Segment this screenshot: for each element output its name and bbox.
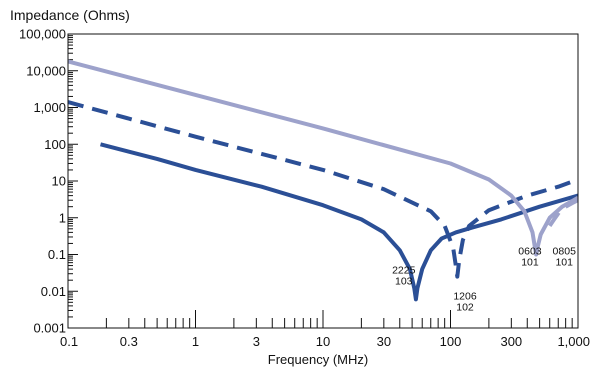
annotation-label: 0603: [518, 246, 542, 258]
annotation-label: 2225: [392, 265, 416, 277]
y-tick-label: 0.1: [48, 247, 66, 262]
x-tick-label: 30: [377, 334, 391, 349]
series-line-0: [100, 142, 578, 302]
plot-frame: [67, 33, 579, 329]
x-tick-label: 1,000: [557, 334, 590, 349]
x-tick-label: 3: [253, 334, 260, 349]
x-tick-label: 300: [500, 334, 522, 349]
x-tick-label: 1: [192, 334, 199, 349]
y-tick-label: 100,000: [19, 27, 66, 42]
x-axis-label: Frequency (MHz): [268, 352, 368, 367]
y-tick-label: 10,000: [26, 63, 66, 78]
series-line-1: [68, 100, 578, 279]
annotation-label: 1206: [453, 290, 477, 302]
annotation-label: 0805: [553, 246, 577, 258]
x-axis: 0.1 0.3 1 3 10 30 100 300 1,000: [60, 310, 590, 349]
annotation-label: 103: [395, 276, 413, 288]
y-axis: 0.001 0.01 0.1 1 10 100 1,000 10,000 100,000: [19, 27, 78, 336]
y-tick-label: 1: [59, 210, 66, 225]
y-tick-label: 1,000: [33, 100, 66, 115]
y-tick-label: 0.001: [33, 321, 66, 336]
x-tick-label: 0.3: [120, 334, 138, 349]
plot-series: [68, 59, 578, 302]
series-line-3: [548, 198, 578, 228]
y-tick-label: 100: [44, 137, 66, 152]
annotation-label: 101: [555, 257, 573, 269]
annotation-label: 101: [521, 257, 539, 269]
series-line-2: [68, 59, 578, 257]
annotation-label: 102: [456, 301, 474, 313]
y-tick-label: 10: [52, 174, 66, 189]
chart-title: Impedance (Ohms): [10, 7, 130, 23]
x-tick-label: 10: [316, 334, 330, 349]
x-tick-label: 100: [440, 334, 462, 349]
y-tick-label: 0.01: [41, 284, 66, 299]
x-tick-label: 0.1: [60, 334, 78, 349]
